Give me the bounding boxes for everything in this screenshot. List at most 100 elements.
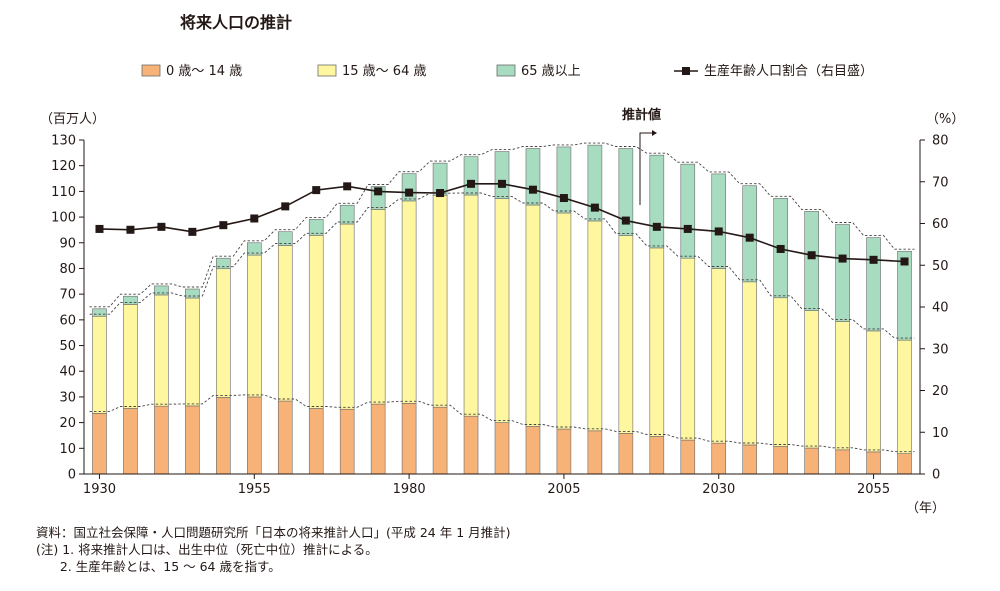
note-2: 2. 生産年齢とは、15 ～ 64 歳を指す。	[36, 559, 281, 574]
bar-15-64-1975	[370, 209, 386, 405]
bar-15-64-2030	[711, 268, 727, 444]
bar-65-plus-2015	[618, 148, 634, 236]
ratio-marker-1980	[405, 188, 414, 197]
bar-15-64-1955	[246, 254, 262, 398]
ratio-marker-1945	[188, 227, 197, 236]
bar-65-plus-2030	[711, 173, 727, 269]
ratio-marker-2055	[869, 255, 878, 264]
legend-swatch-0-14	[141, 64, 161, 77]
bar-65-plus-1970	[339, 204, 355, 225]
bar-0-14-2040	[773, 446, 788, 475]
ratio-marker-2020	[652, 222, 661, 231]
ratio-marker-1970	[343, 182, 352, 191]
bar-15-64-1960	[277, 245, 293, 402]
ratio-marker-1955	[250, 214, 259, 223]
bar-0-14-2015	[618, 433, 634, 475]
legend-swatch-15-64	[317, 64, 337, 77]
bar-15-64-2055	[866, 330, 881, 453]
ratio-marker-2005	[559, 194, 568, 203]
bar-0-14-1980	[401, 403, 417, 475]
bar-0-14-2050	[835, 449, 850, 475]
population-chart: 将来人口の推計 0 歳～ 14 歳 15 歳～ 64 歳 65 歳以上 生産年齢…	[40, 13, 964, 516]
axes-frame	[83, 140, 921, 475]
bar-65-plus-2005	[556, 146, 572, 214]
bar-15-64-1985	[432, 194, 448, 408]
ratio-marker-2030	[714, 227, 723, 236]
bar-0-14-2010	[587, 430, 603, 475]
bar-65-plus-2045	[804, 211, 819, 311]
bar-0-14-1995	[494, 422, 510, 475]
ratio-marker-1960	[281, 202, 290, 211]
legend-marker-ratio	[682, 67, 690, 75]
right-tick-label-20: 20	[932, 384, 949, 399]
legend: 0 歳～ 14 歳 15 歳～ 64 歳 65 歳以上 生産年齢人口割合（右目盛…	[141, 63, 873, 79]
chart-title: 将来人口の推計	[180, 13, 292, 32]
x-tick-label-1930: 1930	[83, 482, 116, 497]
right-axis: 0 10 20 30 40 50 60 70 80	[920, 134, 949, 483]
bar-0-14-2020	[649, 436, 665, 475]
ratio-marker-2000	[528, 185, 537, 194]
bar-65-plus-1990	[463, 156, 479, 196]
bar-65-plus-1995	[494, 151, 510, 199]
bar-15-64-2060	[897, 339, 912, 455]
bar-0-14-1940	[154, 405, 169, 475]
bar-15-64-2005	[556, 212, 572, 430]
left-tick-label-90: 90	[59, 236, 76, 251]
ratio-marker-2040	[776, 244, 785, 253]
x-axis-unit: （年）	[906, 501, 945, 516]
bar-15-64-2020	[649, 247, 665, 437]
right-tick-label-10: 10	[932, 426, 949, 441]
left-tick-label-130: 130	[51, 134, 76, 149]
ratio-marker-1940	[157, 222, 166, 231]
bar-65-plus-1980	[401, 173, 417, 202]
right-tick-label-50: 50	[932, 259, 949, 274]
right-tick-label-30: 30	[932, 342, 949, 357]
legend-label-15-64: 15 歳～ 64 歳	[342, 64, 426, 79]
ratio-marker-2050	[838, 254, 847, 263]
bar-65-plus-1965	[308, 219, 324, 236]
bar-0-14-1990	[463, 415, 479, 475]
bar-15-64-2040	[773, 297, 788, 447]
bar-0-14-1970	[339, 408, 355, 475]
left-tick-label-110: 110	[51, 185, 76, 200]
bar-0-14-1960	[277, 400, 293, 475]
bar-65-plus-1950	[216, 257, 231, 270]
bar-15-64-1980	[401, 200, 417, 404]
right-tick-label-60: 60	[932, 217, 949, 232]
bar-0-14-2030	[711, 442, 727, 475]
bar-0-14-1930	[92, 413, 107, 475]
x-tick-label-1980: 1980	[393, 482, 426, 497]
ratio-marker-1950	[219, 221, 228, 230]
bar-65-plus-2000	[525, 148, 541, 206]
right-axis-unit: （%）	[926, 112, 964, 127]
bar-0-14-2045	[804, 447, 819, 475]
left-tick-label-120: 120	[51, 159, 76, 174]
ratio-marker-1985	[436, 189, 445, 198]
bar-0-14-2025	[680, 439, 696, 475]
outline-0-14	[89, 394, 915, 453]
ratio-marker-2025	[683, 224, 692, 233]
bar-0-14-2000	[525, 426, 541, 475]
bars	[92, 144, 912, 475]
bar-0-14-1935	[123, 408, 138, 475]
left-tick-label-70: 70	[59, 288, 76, 303]
bar-15-64-2010	[587, 220, 603, 432]
x-tick-label-2030: 2030	[702, 482, 735, 497]
left-tick-label-100: 100	[51, 211, 76, 226]
left-tick-label-30: 30	[59, 390, 76, 405]
ratio-marker-2060	[900, 257, 909, 266]
bar-0-14-1950	[216, 397, 231, 475]
bar-0-14-2005	[556, 428, 572, 475]
bar-65-plus-1930	[92, 308, 107, 317]
bar-65-plus-1955	[246, 242, 262, 256]
legend-swatch-65-plus	[496, 64, 516, 77]
ratio-marker-2015	[621, 216, 630, 225]
left-axis-unit: （百万人）	[40, 112, 105, 127]
bar-0-14-1975	[370, 403, 386, 475]
legend-label-65-plus: 65 歳以上	[521, 64, 581, 79]
bar-15-64-1965	[308, 235, 324, 409]
bar-15-64-1970	[339, 223, 355, 410]
left-tick-label-40: 40	[59, 365, 76, 380]
right-tick-label-80: 80	[932, 134, 949, 149]
projection-arrow	[639, 132, 652, 205]
